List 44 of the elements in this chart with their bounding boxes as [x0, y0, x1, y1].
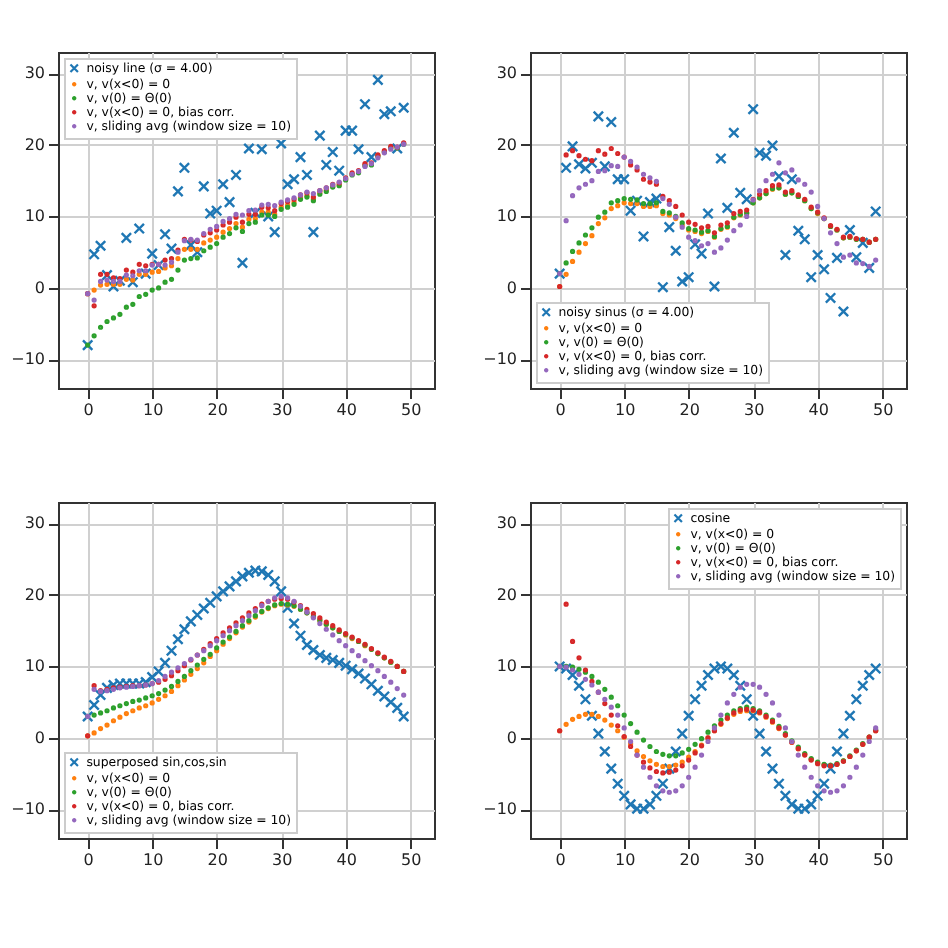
y-tick-label: 20	[496, 585, 517, 604]
x-tick-label: 10	[142, 401, 164, 419]
x-tick-label: 50	[400, 851, 422, 869]
x-tick-label: 20	[207, 851, 228, 869]
x-tick-label: 0	[83, 851, 94, 869]
x-tick-label: 10	[142, 851, 164, 869]
x-tick-label: 30	[271, 851, 293, 869]
x-tick-label: 30	[743, 401, 765, 419]
y-tick-label: −10	[11, 350, 45, 369]
x-tick-label: 0	[555, 401, 566, 419]
y-tick-label: −10	[483, 800, 517, 819]
x-tick-label: 0	[83, 401, 94, 419]
x-tick-label: 20	[679, 851, 700, 869]
x-tick-label: 20	[207, 401, 228, 419]
y-tick-label: 0	[34, 278, 45, 297]
x-tick-label: 40	[336, 851, 357, 869]
y-tick-label: 0	[34, 728, 45, 747]
x-tick-label: 50	[872, 851, 894, 869]
y-tick-label: 30	[496, 64, 517, 83]
x-tick-label: 30	[743, 851, 765, 869]
y-tick-label: 30	[24, 514, 45, 533]
x-tick-label: 40	[808, 851, 829, 869]
y-tick-label: 20	[24, 135, 45, 154]
y-tick-label: 20	[496, 135, 517, 154]
x-tick-label: 50	[872, 401, 894, 419]
x-tick-label: 20	[679, 401, 700, 419]
y-tick-label: −10	[11, 800, 45, 819]
y-tick-label: 10	[24, 657, 45, 676]
y-tick-label: −10	[483, 350, 517, 369]
y-tick-label: 10	[496, 207, 517, 226]
x-tick-label: 30	[271, 401, 293, 419]
y-tick-label: 0	[506, 728, 517, 747]
y-tick-label: 10	[496, 657, 517, 676]
y-tick-label: 30	[24, 64, 45, 83]
x-tick-label: 40	[336, 401, 357, 419]
x-tick-label: 10	[614, 401, 636, 419]
y-tick-label: 30	[496, 514, 517, 533]
y-tick-label: 20	[24, 585, 45, 604]
y-tick-label: 0	[506, 278, 517, 297]
y-tick-label: 10	[24, 207, 45, 226]
x-tick-label: 10	[614, 851, 636, 869]
x-tick-label: 0	[555, 851, 566, 869]
x-tick-label: 50	[400, 401, 422, 419]
x-tick-label: 40	[808, 401, 829, 419]
